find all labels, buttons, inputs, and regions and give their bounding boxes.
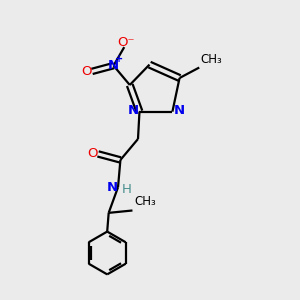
Text: CH₃: CH₃ [201,53,223,66]
Text: N: N [173,103,184,117]
Text: N: N [108,59,119,72]
Text: N: N [106,181,118,194]
Text: +: + [116,54,124,64]
Text: O: O [87,146,98,160]
Text: O⁻: O⁻ [117,36,134,49]
Text: CH₃: CH₃ [134,195,156,208]
Text: O: O [81,65,92,78]
Text: H: H [122,183,132,196]
Text: N: N [128,103,139,117]
